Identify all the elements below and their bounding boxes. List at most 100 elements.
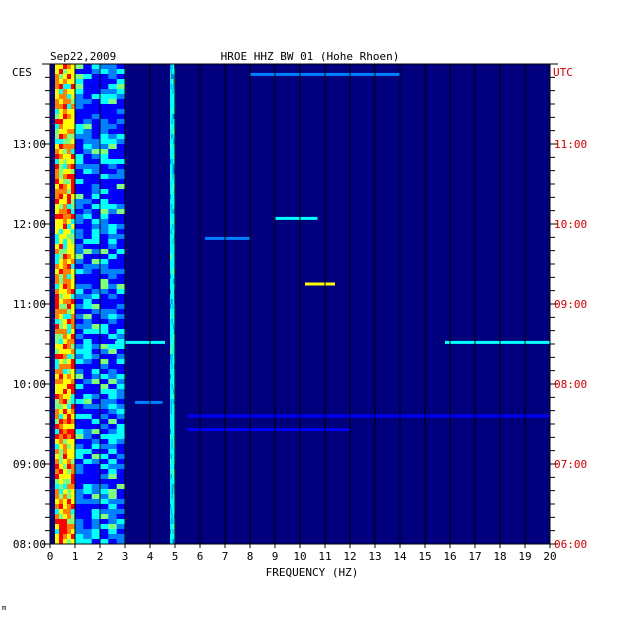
band-cell-2 (170, 224, 172, 230)
band-cell-1 (116, 349, 126, 355)
band-cell-2 (170, 269, 172, 275)
band-cell-2 (173, 349, 175, 355)
band-cell-1 (75, 69, 84, 75)
band-cell-2 (171, 314, 174, 320)
band-cell-0 (59, 164, 64, 170)
band-cell-1 (75, 254, 84, 260)
band-cell-0 (59, 409, 64, 415)
band-cell-1 (83, 494, 93, 500)
band-cell-2 (173, 289, 175, 295)
band-cell-1 (108, 504, 118, 510)
band-cell-2 (170, 494, 173, 500)
band-cell-0 (59, 99, 64, 105)
band-cell-1 (100, 524, 109, 530)
x-tick-label-6: 6 (197, 550, 204, 563)
band-cell-2 (171, 214, 174, 220)
band-cell-1 (91, 414, 101, 420)
band-cell-0 (55, 264, 60, 270)
band-cell-0 (63, 484, 68, 490)
band-cell-1 (91, 319, 101, 325)
band-cell-0 (55, 434, 60, 440)
band-cell-1 (75, 184, 84, 190)
right-timezone-label: UTC (553, 66, 573, 79)
band-cell-2 (171, 324, 174, 330)
band-cell-2 (172, 249, 174, 255)
band-cell-0 (63, 254, 68, 260)
band-cell-1 (83, 184, 93, 190)
band-cell-0 (67, 344, 72, 350)
band-cell-1 (75, 314, 84, 320)
band-cell-2 (170, 234, 173, 240)
band-cell-2 (170, 109, 172, 115)
band-cell-1 (116, 434, 126, 440)
band-cell-1 (91, 369, 101, 375)
band-cell-1 (83, 504, 93, 510)
band-cell-0 (67, 324, 72, 330)
band-cell-1 (116, 219, 126, 225)
band-cell-2 (172, 309, 174, 315)
band-cell-0 (59, 289, 64, 295)
band-cell-1 (108, 204, 118, 210)
band-cell-0 (67, 164, 72, 170)
left-time-label-09:00: 09:00 (13, 458, 46, 471)
band-cell-1 (100, 79, 109, 85)
band-cell-2 (173, 444, 175, 450)
band-cell-2 (172, 529, 174, 535)
band-cell-0 (71, 209, 76, 215)
band-cell-0 (55, 539, 60, 545)
band-cell-1 (83, 174, 93, 180)
band-cell-0 (55, 304, 60, 310)
band-cell-2 (170, 139, 173, 145)
band-cell-1 (75, 464, 84, 470)
band-cell-0 (55, 489, 60, 495)
band-cell-2 (171, 169, 174, 175)
band-cell-0 (71, 294, 76, 300)
band-cell-1 (108, 524, 118, 530)
band-cell-1 (108, 354, 118, 360)
band-cell-1 (116, 354, 126, 360)
band-cell-0 (55, 419, 60, 425)
band-cell-0 (63, 249, 68, 255)
band-cell-1 (108, 374, 118, 380)
band-cell-0 (67, 464, 72, 470)
band-cell-2 (171, 239, 174, 245)
band-cell-1 (116, 389, 126, 395)
band-cell-0 (59, 399, 64, 405)
band-cell-2 (170, 254, 173, 260)
band-cell-2 (171, 359, 174, 365)
band-cell-2 (173, 109, 175, 115)
band-cell-1 (91, 294, 101, 300)
band-cell-0 (55, 399, 60, 405)
band-cell-2 (171, 504, 174, 510)
band-cell-2 (170, 429, 172, 435)
band-cell-0 (67, 374, 72, 380)
band-cell-0 (63, 329, 68, 335)
band-cell-0 (67, 449, 72, 455)
band-cell-1 (83, 299, 93, 305)
band-cell-0 (67, 194, 72, 200)
band-cell-2 (170, 374, 173, 380)
band-cell-0 (63, 504, 68, 510)
band-cell-2 (173, 234, 175, 240)
band-cell-2 (171, 469, 174, 475)
band-cell-2 (170, 419, 172, 425)
band-cell-1 (116, 464, 126, 470)
band-cell-2 (171, 384, 174, 390)
band-cell-0 (63, 154, 68, 160)
band-cell-2 (170, 269, 173, 275)
band-cell-2 (170, 264, 172, 270)
band-cell-1 (83, 459, 93, 465)
band-cell-2 (171, 379, 174, 385)
band-cell-1 (116, 499, 126, 505)
band-cell-0 (67, 64, 72, 70)
band-cell-2 (172, 444, 174, 450)
band-cell-0 (67, 184, 72, 190)
band-cell-0 (55, 64, 60, 70)
band-cell-2 (171, 434, 174, 440)
band-cell-0 (59, 94, 64, 100)
band-cell-1 (100, 374, 109, 380)
band-cell-2 (172, 239, 174, 245)
band-cell-2 (172, 539, 174, 545)
band-cell-2 (173, 229, 175, 235)
left-time-label-13:00: 13:00 (13, 138, 46, 151)
